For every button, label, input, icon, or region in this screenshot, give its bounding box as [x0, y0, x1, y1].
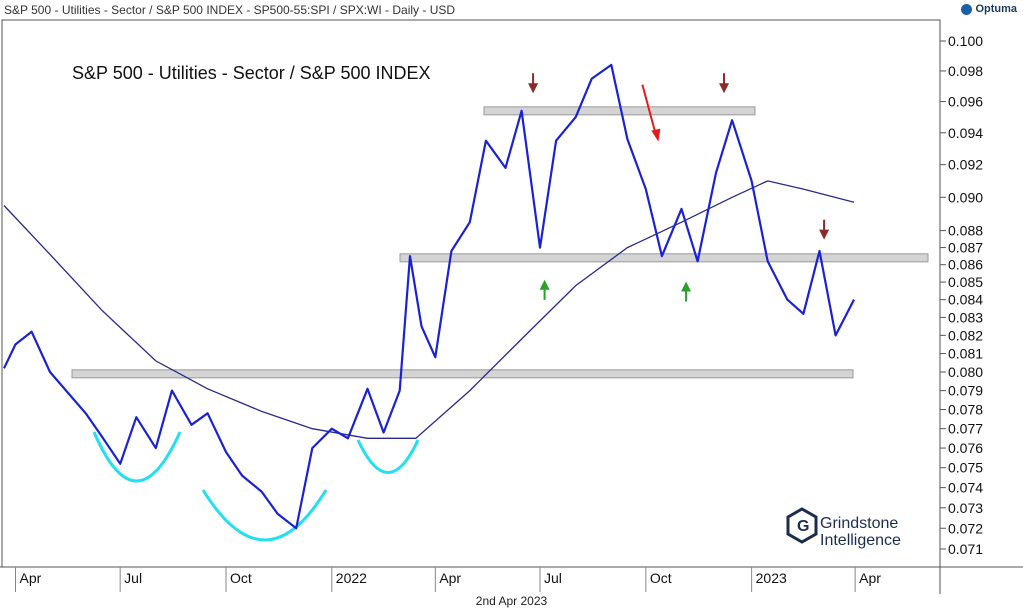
brand-name: Optuma [975, 3, 1017, 15]
grindstone-logo-icon [786, 507, 818, 544]
y-tick-label: 0.088 [948, 223, 983, 239]
x-axis-ticks: Apr Jul Oct 2022 Apr Jul Oct 2023 Apr [15, 567, 881, 592]
date-footer: 2nd Apr 2023 [475, 594, 548, 608]
y-tick-label: 0.084 [948, 292, 983, 308]
y-tick-label: 0.072 [948, 520, 983, 536]
y-tick-label: 0.076 [948, 440, 983, 456]
plot-area [1, 19, 941, 568]
y-tick-label: 0.098 [948, 63, 983, 79]
level-box [483, 106, 756, 116]
x-tick-label: Oct [230, 570, 252, 586]
y-tick-label: 0.086 [948, 257, 983, 273]
y-tick-label: 0.094 [948, 125, 983, 141]
price-ratio-line [3, 63, 855, 530]
y-axis-ticks: 0.100 0.098 0.096 0.094 0.092 0.090 0.0880.087… [940, 33, 983, 557]
x-tick-label: Apr [859, 570, 881, 586]
brand: Optuma [961, 3, 1017, 15]
diagonal-arrow-stem [641, 84, 658, 137]
x-tick-label: Jul [544, 570, 562, 586]
y-tick-label: 0.100 [948, 33, 983, 49]
grindstone-watermark: G Grindstone Intelligence [786, 507, 901, 549]
y-tick-label: 0.073 [948, 500, 983, 516]
y-tick-label: 0.090 [948, 189, 983, 205]
diagonal-arrow-icon [651, 128, 661, 142]
moving-average-line [3, 180, 855, 439]
y-tick-label: 0.081 [948, 346, 983, 362]
level-box [71, 369, 854, 379]
y-tick-label: 0.077 [948, 421, 983, 437]
x-tick-label: 2023 [756, 570, 787, 586]
header-title: S&P 500 - Utilities - Sector / S&P 500 I… [4, 3, 456, 17]
y-tick-label: 0.096 [948, 94, 983, 110]
y-tick-label: 0.074 [948, 480, 983, 496]
up-arrow-icon [681, 281, 692, 292]
x-tick-label: 2022 [336, 570, 367, 586]
watermark-line2: Intelligence [820, 532, 901, 549]
base-arc-3 [356, 439, 420, 474]
base-arc-1 [92, 431, 182, 483]
y-tick-label: 0.083 [948, 309, 983, 325]
down-arrow-icon [528, 83, 539, 94]
price-chart[interactable]: 0.100 0.098 0.096 0.094 0.092 0.090 0.0880.087… [0, 0, 1023, 594]
annotation-arrows [528, 73, 830, 302]
y-tick-label: 0.092 [948, 157, 983, 173]
down-arrow-icon [719, 83, 730, 94]
watermark-line1: Grindstone [820, 515, 898, 532]
y-tick-label: 0.082 [948, 327, 983, 343]
up-arrow-icon [539, 279, 550, 290]
chart-header: S&P 500 - Utilities - Sector / S&P 500 I… [0, 0, 1023, 20]
chart-title: S&P 500 - Utilities - Sector / S&P 500 I… [72, 63, 431, 83]
x-tick-label: Jul [124, 570, 142, 586]
y-tick-label: 0.078 [948, 402, 983, 418]
logo-letter: G [797, 518, 809, 535]
y-tick-label: 0.080 [948, 364, 983, 380]
base-arc-2 [201, 489, 328, 542]
y-tick-label: 0.079 [948, 383, 983, 399]
x-tick-label: Apr [20, 570, 42, 586]
level-box [399, 253, 929, 263]
y-tick-label: 0.075 [948, 460, 983, 476]
y-tick-label: 0.071 [948, 541, 983, 557]
y-tick-label: 0.085 [948, 274, 983, 290]
down-arrow-icon [819, 229, 830, 240]
x-tick-label: Apr [439, 570, 461, 586]
optuma-logo-icon [961, 3, 973, 15]
base-arcs [92, 431, 420, 542]
y-tick-label: 0.087 [948, 240, 983, 256]
x-tick-label: Oct [650, 570, 672, 586]
